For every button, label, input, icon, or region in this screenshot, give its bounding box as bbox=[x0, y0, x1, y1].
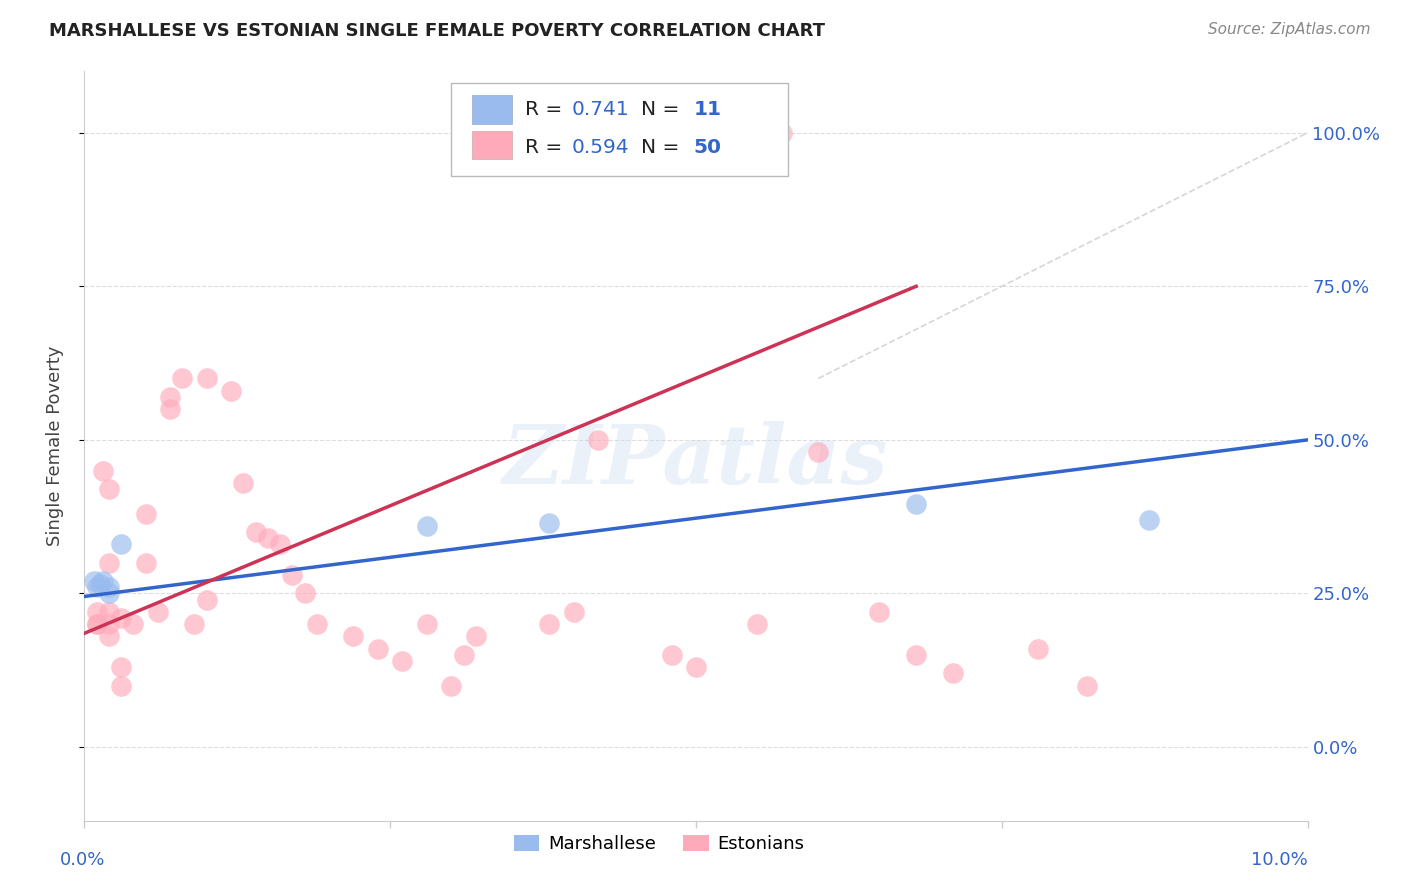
Point bbox=[538, 516, 561, 530]
Point bbox=[195, 371, 218, 385]
Point bbox=[159, 402, 181, 417]
Point bbox=[89, 577, 111, 591]
Point bbox=[91, 574, 114, 588]
Point bbox=[219, 384, 242, 398]
Point bbox=[869, 605, 891, 619]
Point bbox=[110, 679, 132, 693]
Point bbox=[97, 482, 120, 496]
Text: R =: R = bbox=[524, 138, 568, 157]
Point bbox=[97, 556, 120, 570]
Text: R =: R = bbox=[524, 100, 568, 119]
Point bbox=[86, 617, 108, 632]
Point bbox=[294, 586, 316, 600]
Point bbox=[195, 592, 218, 607]
FancyBboxPatch shape bbox=[472, 95, 513, 124]
FancyBboxPatch shape bbox=[472, 130, 513, 159]
Point bbox=[232, 475, 254, 490]
Text: MARSHALLESE VS ESTONIAN SINGLE FEMALE POVERTY CORRELATION CHART: MARSHALLESE VS ESTONIAN SINGLE FEMALE PO… bbox=[49, 22, 825, 40]
Point bbox=[86, 580, 108, 594]
Point bbox=[464, 629, 486, 643]
Point bbox=[159, 390, 181, 404]
Point bbox=[305, 617, 328, 632]
FancyBboxPatch shape bbox=[451, 83, 787, 177]
Text: 0.0%: 0.0% bbox=[60, 851, 105, 870]
Point bbox=[562, 605, 585, 619]
Text: 0.741: 0.741 bbox=[571, 100, 628, 119]
Text: ZIPatlas: ZIPatlas bbox=[503, 421, 889, 501]
Point bbox=[269, 537, 291, 551]
Point bbox=[905, 648, 928, 662]
Text: 50: 50 bbox=[693, 138, 721, 157]
Point bbox=[97, 586, 120, 600]
Text: N =: N = bbox=[641, 100, 686, 119]
Point bbox=[905, 497, 928, 511]
Point bbox=[183, 617, 205, 632]
Text: Source: ZipAtlas.com: Source: ZipAtlas.com bbox=[1208, 22, 1371, 37]
Point bbox=[135, 556, 157, 570]
Point bbox=[86, 617, 108, 632]
Text: N =: N = bbox=[641, 138, 686, 157]
Point bbox=[86, 605, 108, 619]
Y-axis label: Single Female Poverty: Single Female Poverty bbox=[45, 346, 63, 546]
Point bbox=[416, 617, 439, 632]
Point bbox=[440, 679, 463, 693]
Point bbox=[747, 617, 769, 632]
Point bbox=[122, 617, 145, 632]
Point bbox=[685, 660, 707, 674]
Point bbox=[342, 629, 364, 643]
Point bbox=[661, 648, 683, 662]
Point bbox=[942, 666, 965, 681]
Point bbox=[281, 568, 304, 582]
Point bbox=[245, 524, 267, 539]
Point bbox=[257, 531, 280, 545]
Point bbox=[83, 574, 105, 588]
Point bbox=[770, 126, 793, 140]
Point bbox=[135, 507, 157, 521]
Point bbox=[146, 605, 169, 619]
Point bbox=[453, 648, 475, 662]
Point bbox=[1028, 641, 1050, 656]
Point bbox=[807, 445, 830, 459]
Point bbox=[1076, 679, 1098, 693]
Point bbox=[97, 580, 120, 594]
Point bbox=[110, 537, 132, 551]
Point bbox=[97, 605, 120, 619]
Text: 11: 11 bbox=[693, 100, 721, 119]
Point bbox=[538, 617, 561, 632]
Point bbox=[391, 654, 413, 668]
Point bbox=[586, 433, 609, 447]
Point bbox=[97, 629, 120, 643]
Point bbox=[97, 617, 120, 632]
Point bbox=[91, 464, 114, 478]
Point bbox=[110, 611, 132, 625]
Text: 0.594: 0.594 bbox=[571, 138, 628, 157]
Point bbox=[367, 641, 389, 656]
Point bbox=[172, 371, 194, 385]
Legend: Marshallese, Estonians: Marshallese, Estonians bbox=[506, 828, 811, 860]
Point bbox=[416, 519, 439, 533]
Point bbox=[1137, 513, 1160, 527]
Point bbox=[110, 660, 132, 674]
Text: 10.0%: 10.0% bbox=[1251, 851, 1308, 870]
